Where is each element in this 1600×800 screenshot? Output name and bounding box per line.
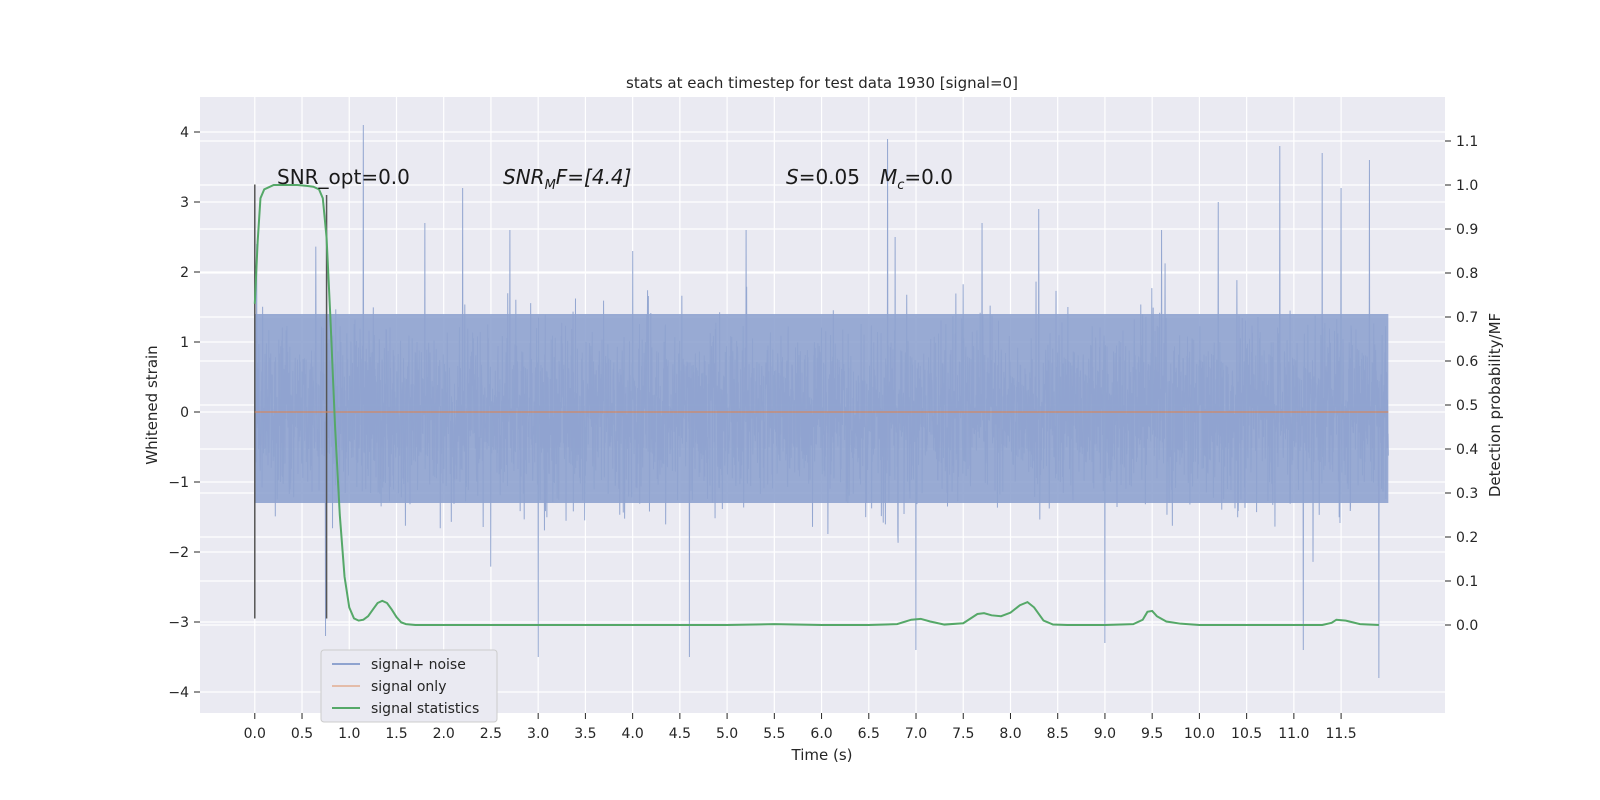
y-tick-label: −4 xyxy=(168,685,189,701)
legend-label-signal: signal only xyxy=(371,679,446,695)
x-tick-label: 6.0 xyxy=(810,726,832,742)
mc-value: =0.0 xyxy=(904,165,953,189)
signal-statistics-series xyxy=(253,184,1379,626)
y2-tick-label: 0.4 xyxy=(1456,442,1478,458)
snr-mf-main: SNR xyxy=(503,165,545,189)
x-tick-label: 10.5 xyxy=(1231,726,1262,742)
x-tick-label: 5.5 xyxy=(763,726,785,742)
x-tick-label: 6.5 xyxy=(858,726,880,742)
x-tick-label: 3.5 xyxy=(574,726,596,742)
legend-box xyxy=(320,649,498,723)
x-tick-label: 8.5 xyxy=(1047,726,1069,742)
y-tick-label: −2 xyxy=(168,545,189,561)
x-axis-label: Time (s) xyxy=(791,746,853,764)
noise-series xyxy=(254,124,1389,679)
y2-tick-label: 0.2 xyxy=(1456,530,1478,546)
x-tick-label: 4.0 xyxy=(621,726,643,742)
y2-tick-label: 1.1 xyxy=(1456,134,1478,150)
marker-lines xyxy=(254,184,328,619)
x-tick-label: 9.5 xyxy=(1141,726,1163,742)
y2-tick-label: 0.0 xyxy=(1456,618,1478,634)
y-axis-label: Whitened strain xyxy=(143,345,161,464)
y2-tick-label: 0.8 xyxy=(1456,266,1478,282)
y-tick-label: 3 xyxy=(180,195,189,211)
snr-mf-sub: M xyxy=(545,178,556,193)
y2-tick-label: 0.7 xyxy=(1456,310,1478,326)
x-tick-label: 5.0 xyxy=(716,726,738,742)
s-label: S xyxy=(786,165,799,189)
x-tick-label: 7.5 xyxy=(952,726,974,742)
x-tick-label: 1.0 xyxy=(338,726,360,742)
legend-label-noise: signal+ noise xyxy=(371,657,466,673)
y-ticks: 4 3 2 1 0 −1 −2 −3 −4 xyxy=(168,125,200,701)
y-tick-label: 2 xyxy=(180,265,189,281)
chart-title: stats at each timestep for test data 193… xyxy=(626,74,1018,92)
x-tick-label: 11.5 xyxy=(1326,726,1357,742)
x-tick-label: 4.5 xyxy=(669,726,691,742)
y-tick-label: 4 xyxy=(180,125,189,141)
annotation-s: S=0.05 xyxy=(786,165,860,189)
x-tick-label: 0.5 xyxy=(291,726,313,742)
legend: signal+ noise signal only signal statist… xyxy=(320,649,498,723)
y2-tick-label: 0.6 xyxy=(1456,354,1478,370)
y2-axis-label: Detection probability/MF xyxy=(1486,313,1504,497)
y2-tick-label: 0.3 xyxy=(1456,486,1478,502)
x-tick-label: 1.5 xyxy=(385,726,407,742)
annotation-mc: Mc=0.0 xyxy=(880,165,953,193)
snr-mf-rest: F=[4.4] xyxy=(556,165,632,189)
x-tick-label: 11.0 xyxy=(1278,726,1309,742)
x-tick-label: 10.0 xyxy=(1184,726,1215,742)
x-tick-label: 0.0 xyxy=(244,726,266,742)
annotation-snr-opt: SNR_opt=0.0 xyxy=(277,165,410,189)
x-tick-label: 3.0 xyxy=(527,726,549,742)
x-tick-label: 2.0 xyxy=(433,726,455,742)
legend-label-stats: signal statistics xyxy=(371,701,479,717)
y2-tick-label: 0.9 xyxy=(1456,222,1478,238)
y-tick-label: −1 xyxy=(168,475,189,491)
x-tick-label: 7.0 xyxy=(905,726,927,742)
noise-core-band xyxy=(254,314,1389,503)
signal-statistics-line xyxy=(253,184,1379,626)
y-tick-label: −3 xyxy=(168,615,189,631)
x-tick-label: 8.0 xyxy=(999,726,1021,742)
y2-tick-label: 0.5 xyxy=(1456,398,1478,414)
y2-tick-label: 1.0 xyxy=(1456,178,1478,194)
x-ticks: 0.0 0.5 1.0 1.5 2.0 2.5 3.0 3.5 4.0 4.5 5.0 5.5 6.0 6… xyxy=(244,713,1357,742)
s-value: =0.05 xyxy=(799,165,860,189)
mc-main: M xyxy=(880,165,897,189)
y2-tick-label: 0.1 xyxy=(1456,574,1478,590)
y-tick-label: 1 xyxy=(180,335,189,351)
y-tick-label: 0 xyxy=(180,405,189,421)
mc-sub: c xyxy=(897,178,904,193)
y2-ticks: 1.1 1.0 0.9 0.8 0.7 0.6 0.5 0.4 0.3 0.2 0.1 0.0 xyxy=(1445,134,1478,634)
annotation-snr-mf: SNRMF=[4.4] xyxy=(503,165,631,193)
x-tick-label: 9.0 xyxy=(1094,726,1116,742)
x-tick-label: 2.5 xyxy=(480,726,502,742)
